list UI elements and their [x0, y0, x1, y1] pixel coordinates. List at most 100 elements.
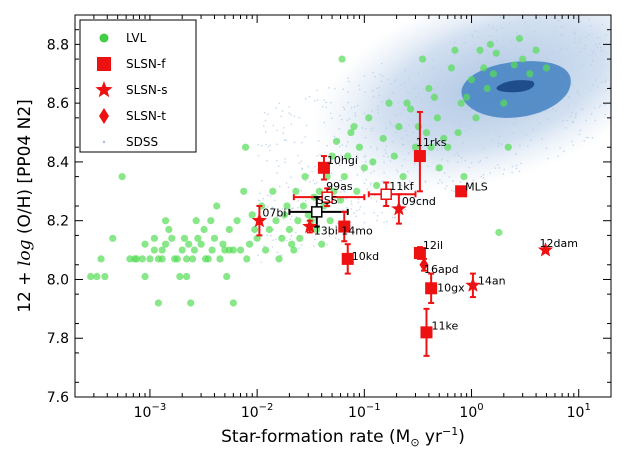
sdss-point	[576, 91, 578, 94]
sdss-point	[381, 211, 383, 214]
sdss-point	[422, 87, 424, 90]
sdss-point	[485, 156, 488, 159]
lvl-point	[440, 134, 448, 143]
lvl-point	[283, 202, 291, 210]
sdss-point	[259, 200, 261, 202]
lvl-point	[197, 240, 205, 248]
sdss-point	[530, 139, 532, 141]
sdss-point	[340, 179, 343, 182]
lvl-point	[336, 196, 345, 204]
sdss-point	[370, 129, 373, 132]
lvl-point	[489, 70, 498, 78]
sdss-point	[281, 110, 284, 112]
lvl-point	[315, 187, 323, 195]
sdss-point	[364, 155, 367, 157]
sdss-point	[385, 127, 387, 129]
lvl-point	[353, 187, 361, 195]
sdss-point	[349, 224, 352, 227]
sdss-point	[445, 118, 448, 121]
sdss-point	[463, 55, 466, 57]
y-axis-log: log	[15, 239, 35, 266]
x-axis-title-sun: ⊙	[410, 436, 419, 449]
sdss-point	[424, 180, 427, 182]
lvl-point	[200, 225, 208, 234]
sdss-point	[312, 179, 315, 182]
sdss-point	[407, 77, 410, 79]
lvl-point	[207, 217, 215, 225]
sdss-point	[559, 51, 561, 54]
lvl-point	[141, 272, 149, 281]
legend: LVL SLSN-f SLSN-s SLSN-t SDSS	[79, 19, 197, 153]
sdss-point	[433, 203, 435, 206]
slsn-marker	[413, 150, 426, 163]
sdss-point	[288, 105, 291, 108]
sdss-point	[399, 113, 402, 116]
lvl-point	[178, 246, 186, 254]
sdss-point	[362, 171, 365, 174]
lvl-point	[185, 240, 193, 248]
sdss-point	[401, 165, 404, 167]
sdss-point	[401, 137, 403, 140]
sdss-point	[262, 125, 265, 127]
sdss-point	[266, 234, 269, 237]
sdss-point	[381, 75, 384, 77]
sdss-point	[326, 243, 329, 246]
sdss-point	[335, 229, 338, 232]
slsn-marker	[380, 188, 392, 200]
slsn-marker	[321, 191, 333, 203]
sdss-point	[375, 200, 378, 203]
slsn-10gx: 10gx	[425, 272, 465, 304]
sdss-point	[604, 79, 607, 81]
sdss-point	[257, 199, 260, 202]
sdss-point	[328, 235, 331, 237]
lvl-point	[313, 225, 321, 234]
sdss-point	[574, 31, 576, 34]
sdss-point	[420, 99, 423, 102]
sdss-point	[328, 87, 330, 89]
sdss-point	[577, 89, 579, 91]
sdss-point	[370, 197, 372, 199]
sdss-point	[304, 180, 307, 182]
sdss-point	[446, 184, 448, 187]
sdss-point	[369, 184, 372, 186]
slsn-12il: 12il	[413, 239, 443, 260]
sdss-point	[441, 147, 443, 149]
sdss-point	[365, 178, 368, 181]
lvl-point	[229, 299, 237, 307]
x-tick-label: 10−1	[348, 402, 381, 421]
legend-marker	[102, 140, 106, 144]
sdss-point	[377, 111, 379, 114]
lvl-point	[176, 272, 184, 281]
sdss-point	[435, 82, 438, 84]
legend-label: LVL	[126, 31, 147, 45]
x-tick-label: 100	[459, 402, 483, 421]
sdss-point	[550, 16, 553, 19]
sdss-point	[436, 149, 439, 151]
sdss-point	[464, 73, 467, 75]
sdss-point	[567, 96, 570, 99]
sdss-point	[265, 143, 268, 146]
lvl-point	[168, 234, 176, 242]
sdss-point	[300, 189, 302, 192]
sdss-point	[471, 48, 474, 51]
legend-marker	[99, 108, 109, 124]
lvl-point	[251, 225, 259, 234]
sdss-point	[598, 106, 600, 108]
sdss-point	[437, 182, 440, 184]
sdss-point	[376, 214, 379, 217]
lvl-point	[332, 137, 341, 145]
lvl-point	[463, 93, 471, 101]
sdss-point	[581, 108, 584, 110]
sdss-point	[453, 41, 456, 44]
slsn-marker	[419, 257, 429, 272]
sdss-point	[370, 127, 372, 130]
sdss-point	[453, 54, 456, 56]
sdss-point	[371, 109, 374, 112]
x-tick-base: 10	[348, 405, 366, 421]
sdss-point	[350, 184, 353, 187]
sdss-point	[257, 254, 259, 256]
lvl-point	[344, 152, 352, 160]
sdss-point	[413, 162, 416, 165]
lvl-point	[288, 240, 296, 248]
sdss-point	[342, 106, 345, 109]
